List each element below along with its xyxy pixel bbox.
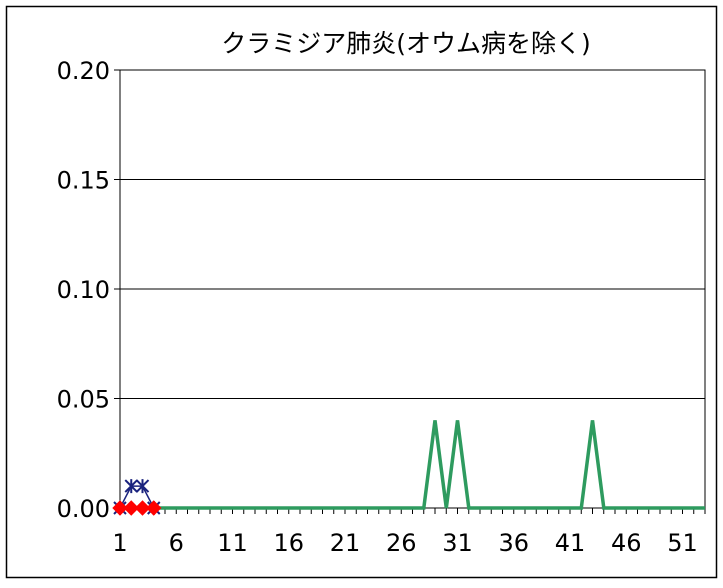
x-tick-label: 36: [498, 529, 529, 557]
y-tick-label: 0.00: [57, 495, 110, 523]
x-tick-label: 46: [611, 529, 642, 557]
series-line-1: [119, 485, 155, 509]
x-tick-label: 16: [273, 529, 304, 557]
x-tick-label: 21: [330, 529, 361, 557]
y-tick-label: 0.15: [57, 167, 110, 195]
x-tick-label: 6: [169, 529, 184, 557]
series-line-0: [120, 420, 705, 510]
data-point-asterisk: [135, 479, 150, 494]
data-point-diamond: [146, 500, 162, 516]
y-tick-label: 0.20: [57, 57, 110, 85]
data-point-diamond: [134, 500, 151, 516]
data-point-diamond: [123, 500, 139, 516]
data-point-diamond: [112, 500, 128, 516]
x-tick-label: 41: [555, 529, 586, 557]
y-tick-label: 0.10: [57, 276, 110, 304]
x-tick-label: 1: [112, 529, 127, 557]
x-tick-label: 31: [442, 529, 473, 557]
axis-layer: 0.000.050.100.150.201 6 11 16 21 26 31 36 41 46 51: [57, 57, 706, 557]
x-tick-label: 51: [667, 529, 698, 557]
x-tick-label: 11: [217, 529, 248, 557]
data-point-asterisk: [124, 479, 138, 494]
grid-layer: [120, 179, 705, 399]
chart-outer-border: [5, 5, 718, 579]
series-layer: [112, 420, 705, 516]
x-tick-label: 26: [386, 529, 417, 557]
chart-title: クラミジア肺炎(オウム病を除く): [221, 29, 591, 58]
y-tick-label: 0.05: [57, 386, 110, 414]
